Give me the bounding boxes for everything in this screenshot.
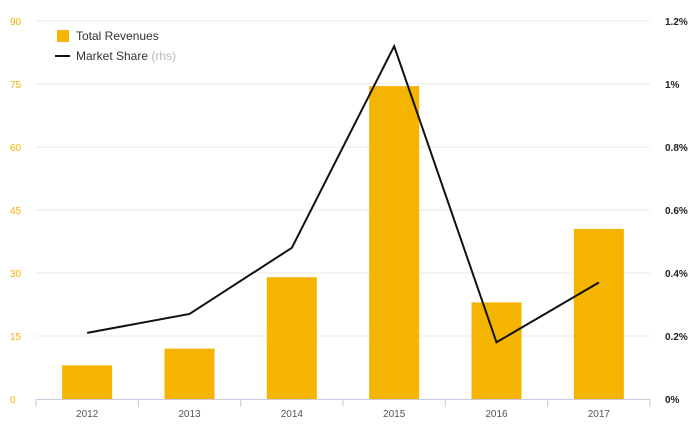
- x-tick-label: 2014: [281, 409, 304, 420]
- left-tick-label: 30: [10, 269, 22, 280]
- left-tick-label: 60: [10, 143, 22, 154]
- revenue-bar: [164, 348, 215, 399]
- left-axis-ticks: 0 15 30 45 60 75 90: [10, 17, 22, 406]
- right-tick-label: 0.8%: [665, 143, 688, 154]
- left-tick-label: 15: [10, 332, 22, 343]
- x-tick-label: 2015: [383, 409, 406, 420]
- x-tick-label: 2012: [76, 409, 99, 420]
- x-tick-label: 2013: [178, 409, 201, 420]
- right-tick-label: 1%: [665, 80, 680, 91]
- left-tick-label: 45: [10, 206, 22, 217]
- legend: Total Revenues Market Share (rhs): [55, 29, 176, 63]
- right-tick-label: 0.4%: [665, 269, 688, 280]
- revenue-bar: [573, 228, 624, 399]
- right-tick-label: 1.2%: [665, 17, 688, 28]
- right-tick-label: 0%: [665, 395, 680, 406]
- gridlines: [36, 20, 650, 337]
- legend-swatch: [57, 30, 69, 42]
- left-tick-label: 90: [10, 17, 22, 28]
- legend-label-suffix: (rhs): [148, 49, 176, 63]
- x-axis: 2012 2013 2014 2015 2016 2017: [35, 399, 651, 420]
- right-tick-label: 0.2%: [665, 332, 688, 343]
- revenue-bar: [471, 302, 522, 399]
- revenue-bar: [369, 86, 420, 399]
- bar-series: [62, 86, 624, 399]
- legend-label: Total Revenues: [76, 29, 159, 43]
- left-tick-label: 0: [10, 395, 16, 406]
- x-tick-label: 2016: [485, 409, 508, 420]
- revenue-bar: [62, 365, 113, 399]
- line-series: [86, 43, 600, 344]
- right-axis-ticks: 0% 0.2% 0.4% 0.6% 0.8% 1% 1.2%: [665, 17, 688, 406]
- right-tick-label: 0.6%: [665, 206, 688, 217]
- left-tick-label: 75: [10, 80, 22, 91]
- market-share-line: [86, 43, 600, 344]
- revenue-bar: [266, 277, 317, 399]
- x-tick-label: 2017: [588, 409, 611, 420]
- legend-label: Market Share (rhs): [76, 49, 176, 63]
